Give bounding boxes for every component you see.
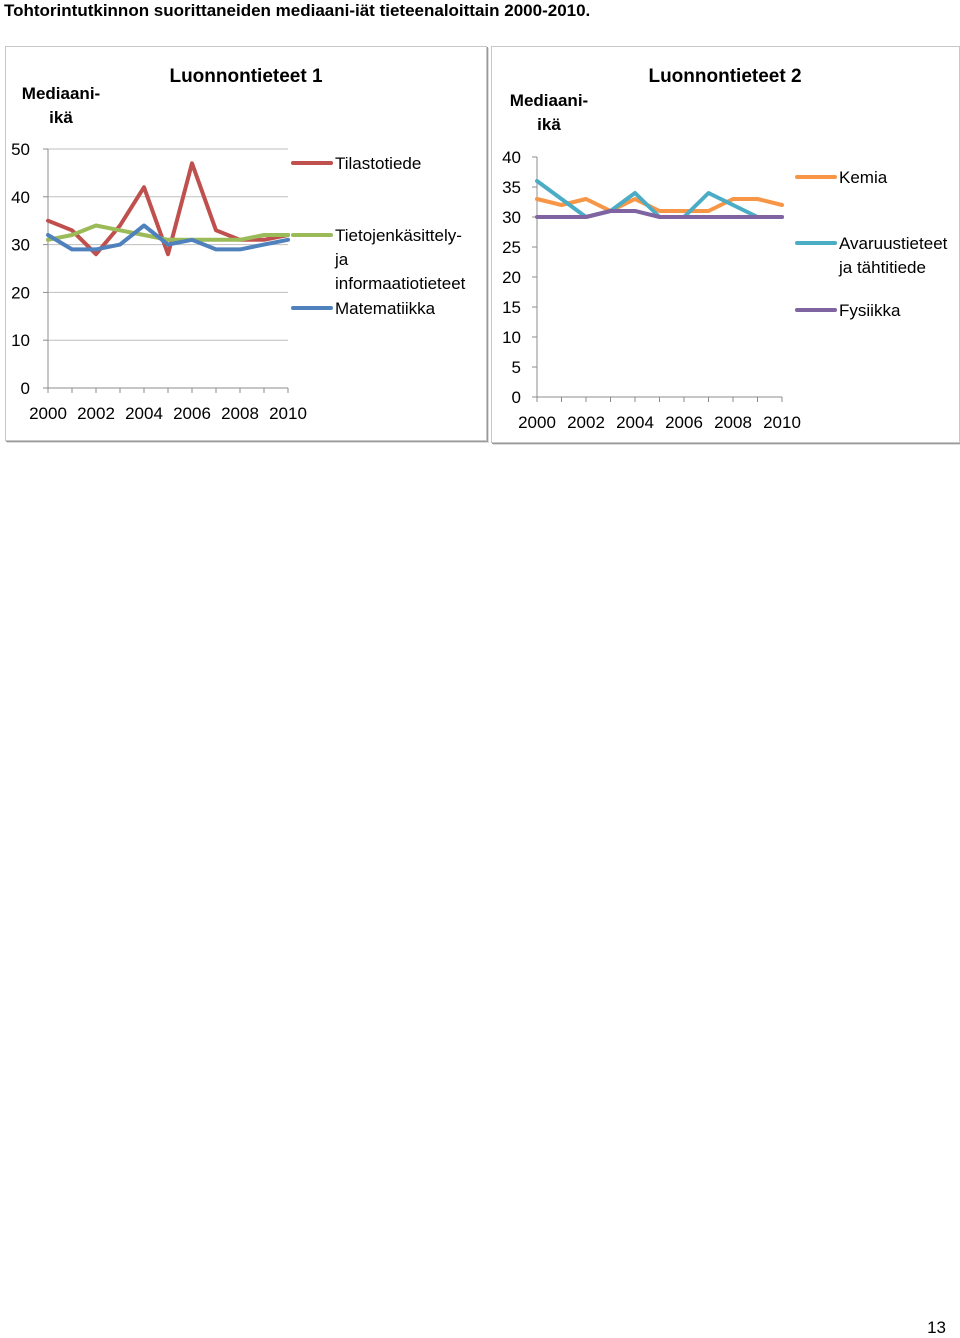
y-axis-label-line: Mediaani-	[22, 84, 100, 103]
y-tick-label: 40	[11, 188, 30, 207]
page-title: Tohtorintutkinnon suorittaneiden mediaan…	[4, 1, 591, 20]
y-tick-label: 5	[512, 358, 521, 377]
legend-label-2: ja	[334, 250, 349, 269]
x-tick-label: 2008	[714, 413, 752, 432]
y-tick-label: 30	[502, 208, 521, 227]
x-tick-label: 2002	[567, 413, 605, 432]
x-tick-label: 2010	[763, 413, 801, 432]
series-line-3	[46, 223, 290, 252]
series-line-2	[46, 223, 290, 242]
y-axis-label-line: ikä	[537, 115, 561, 134]
series-line-3	[535, 209, 784, 219]
x-tick-label: 2006	[665, 413, 703, 432]
y-tick-label: 0	[21, 379, 30, 398]
legend-label-2: Tietojenkäsittely-	[335, 226, 462, 245]
chart-luonnontieteet-1-svg: Luonnontieteet 1 Mediaani-ikä 0 10 20 30 40 50 2…	[11, 66, 466, 423]
y-tick-label: 0	[512, 388, 521, 407]
x-tick-label: 2000	[29, 404, 67, 423]
chart-luonnontieteet-1: Luonnontieteet 1 Mediaani-ikä 0 10 20 30 40 50 2…	[5, 46, 487, 441]
legend-label-2: informaatiotieteet	[335, 274, 466, 293]
x-tick-label: 2008	[221, 404, 259, 423]
y-axis-label-line: ikä	[49, 108, 73, 127]
y-tick-label: 10	[502, 328, 521, 347]
y-tick-label: 35	[502, 178, 521, 197]
y-tick-label: 40	[502, 148, 521, 167]
legend-label-3: Matematiikka	[335, 299, 436, 318]
y-tick-label: 10	[11, 331, 30, 350]
x-tick-label: 2004	[616, 413, 654, 432]
chart-title: Luonnontieteet 1	[169, 66, 322, 87]
y-tick-label: 20	[11, 283, 30, 302]
x-tick-label: 2006	[173, 404, 211, 423]
legend-label-1: Tilastotiede	[335, 154, 421, 173]
y-tick-label: 50	[11, 140, 30, 159]
y-tick-label: 25	[502, 238, 521, 257]
x-tick-label: 2000	[518, 413, 556, 432]
legend-label-2: Avaruustieteet	[839, 234, 948, 253]
legend-label-1: Kemia	[839, 168, 888, 187]
page-number: 13	[927, 1318, 946, 1337]
y-tick-label: 20	[502, 268, 521, 287]
x-tick-label: 2010	[269, 404, 307, 423]
x-tick-label: 2004	[125, 404, 163, 423]
chart-luonnontieteet-2-svg: Luonnontieteet 2 Mediaani-ikä 0 5 10 15 20 25 30…	[502, 66, 948, 432]
x-tick-label: 2002	[77, 404, 115, 423]
legend-label-2: ja tähtitiede	[838, 258, 926, 277]
chart-luonnontieteet-2: Luonnontieteet 2 Mediaani-ikä 0 5 10 15 20 25 30…	[491, 46, 960, 443]
chart-title: Luonnontieteet 2	[648, 66, 801, 87]
y-tick-label: 15	[502, 298, 521, 317]
y-tick-label: 30	[11, 236, 30, 255]
y-axis-label-line: Mediaani-	[510, 91, 588, 110]
series-line-1	[535, 197, 784, 213]
legend-label-3: Fysiikka	[839, 301, 901, 320]
